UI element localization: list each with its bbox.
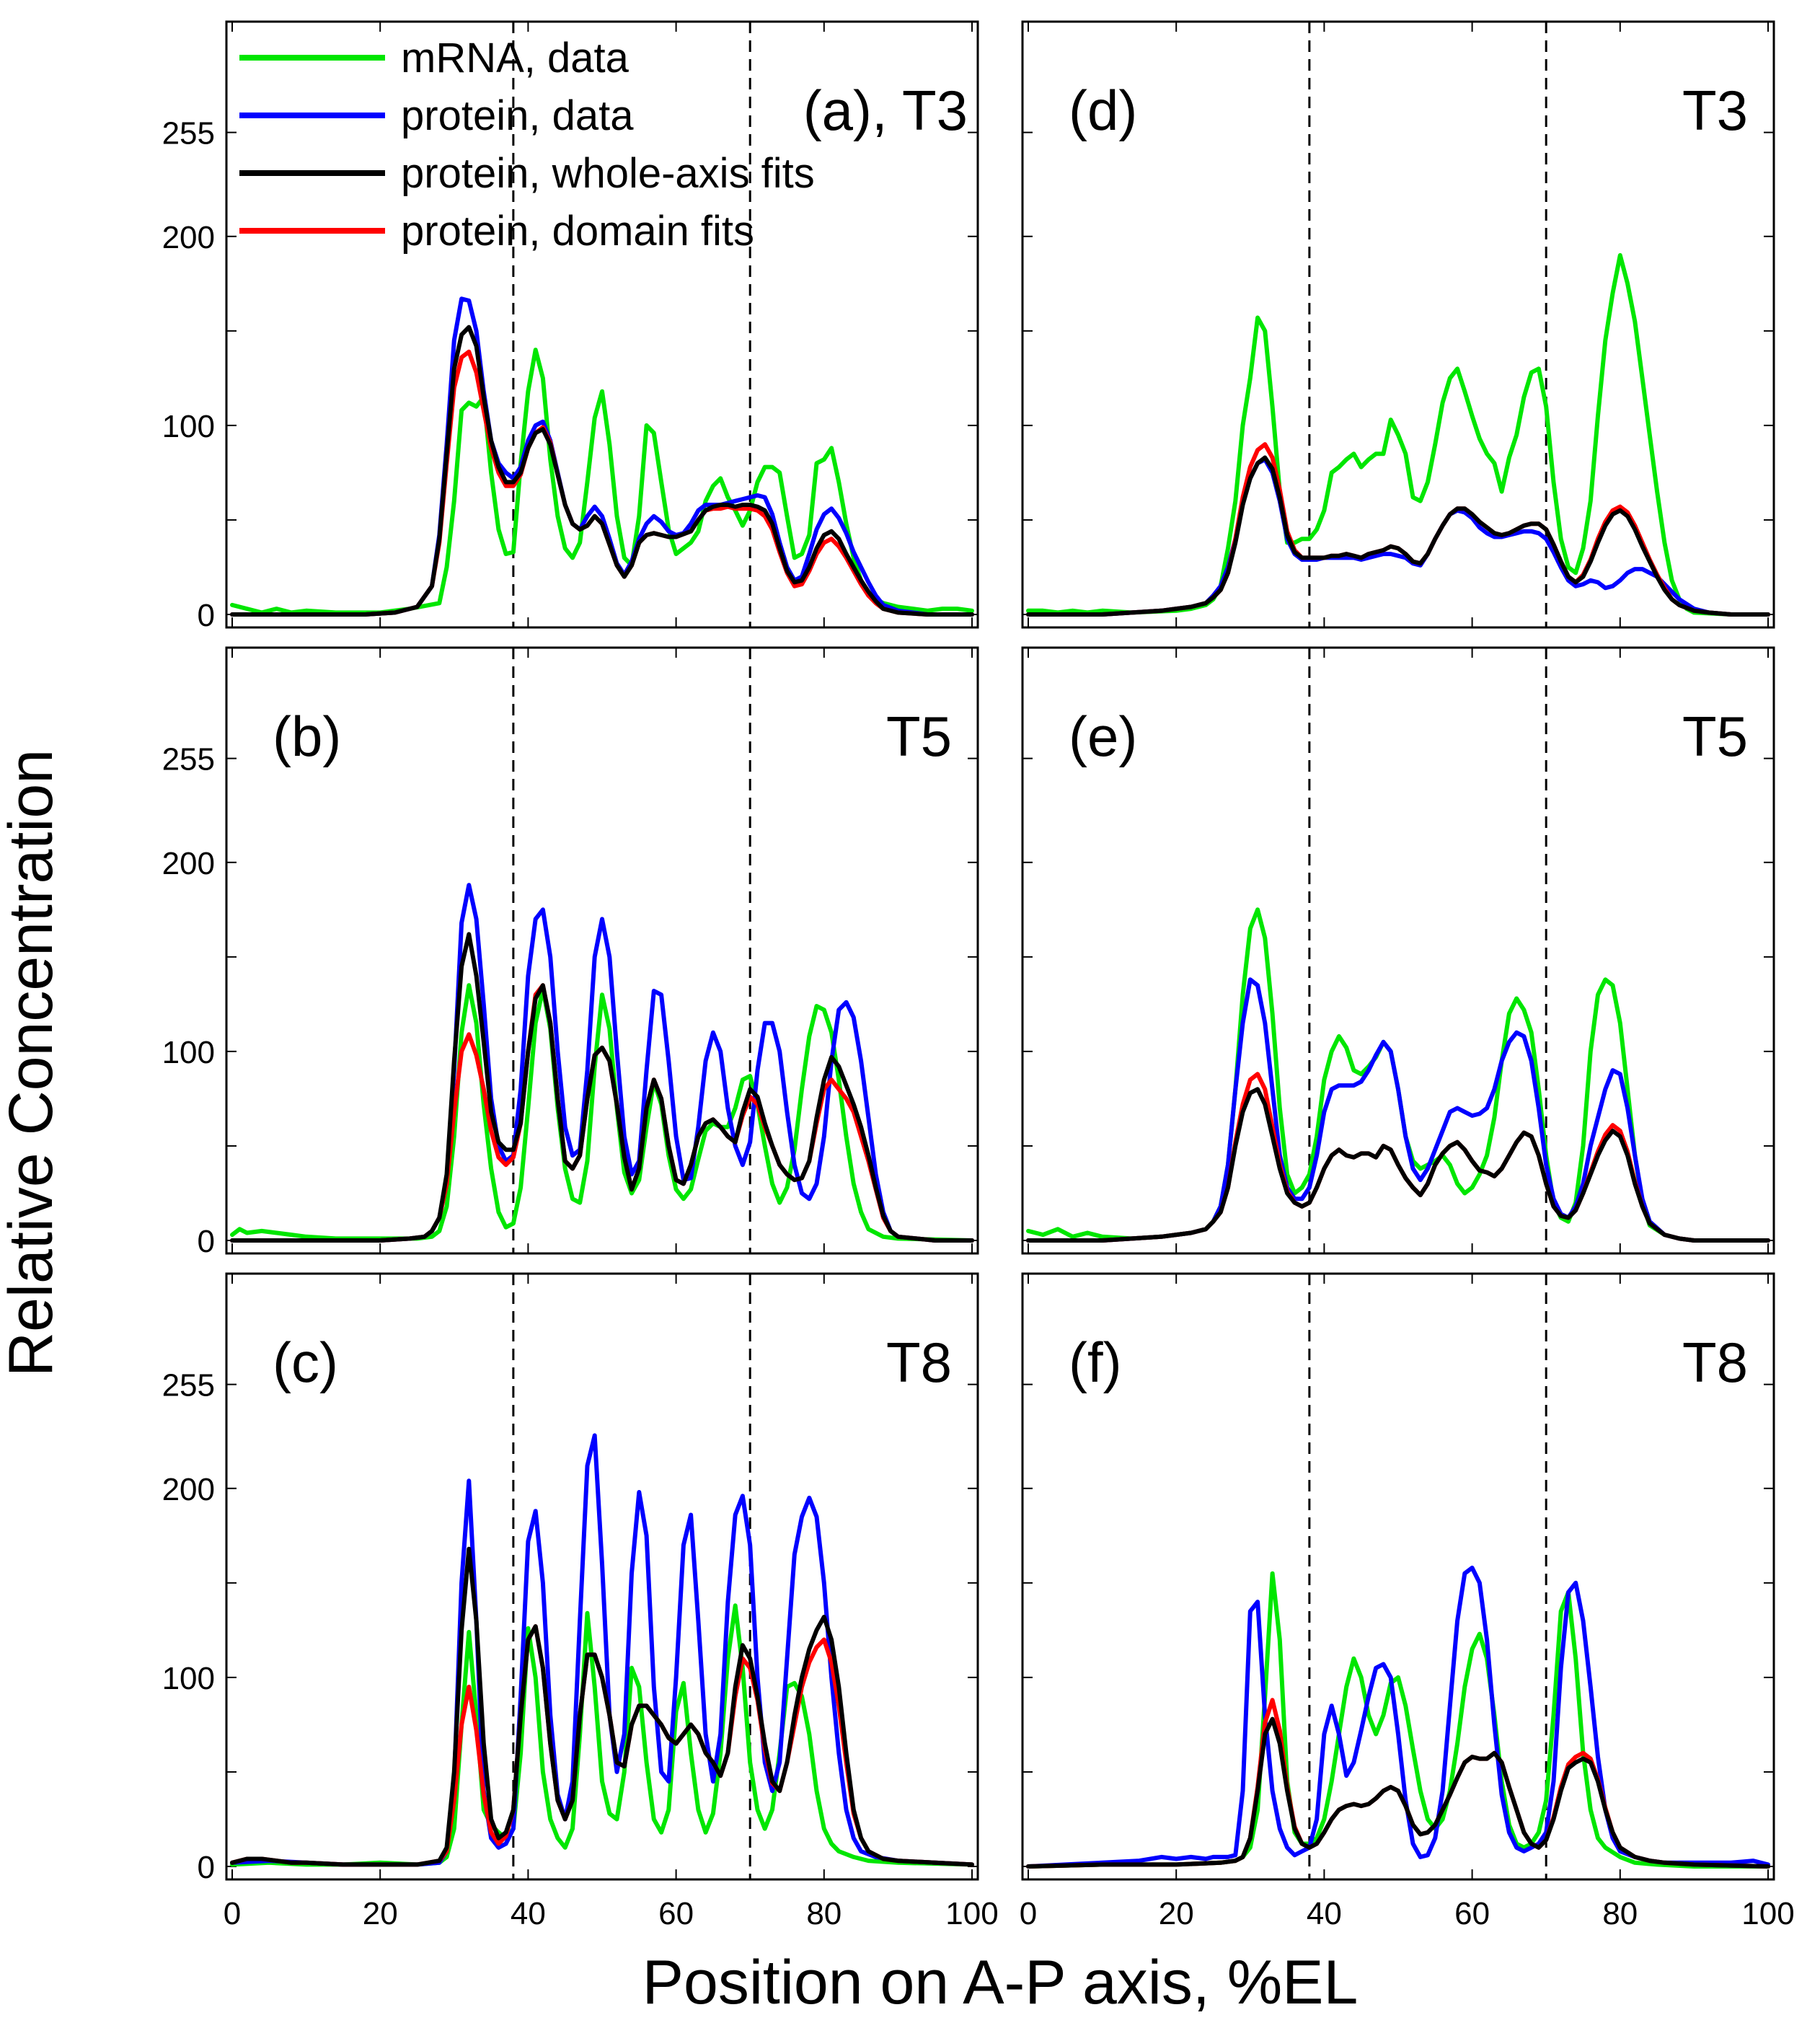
y-tick-label: 0 [198,598,215,633]
x-tick-label: 100 [1741,1896,1794,1931]
time-label: T5 [886,705,952,768]
panel-frame [1021,646,1775,1255]
panel-frame [225,1272,979,1881]
panel-d: (d) T3 [1021,20,1775,629]
y-tick-label: 200 [162,1472,215,1507]
x-tick-label: 20 [1159,1896,1194,1931]
x-tick-label: 80 [1602,1896,1638,1931]
panel-b: 0 100 200 255 (b) T5 [162,646,979,1259]
panel-label: (a), T3 [803,79,968,142]
y-tick-label: 0 [198,1850,215,1885]
time-label: T5 [1682,705,1748,768]
y-tick-label: 100 [162,1035,215,1070]
panel-label: (e) [1069,705,1137,768]
panel-label: (b) [273,705,341,768]
x-tick-label: 80 [806,1896,841,1931]
series-line-mrna-data [1026,1571,1770,1869]
x-tick-label: 40 [511,1896,546,1931]
panel-label: (c) [273,1331,338,1394]
y-tick-label: 100 [162,1661,215,1696]
y-tick-label: 100 [162,409,215,444]
panel-a: 0 100 200 255 (a), T3 [162,20,979,633]
y-axis-title: Relative Concentration [0,749,66,1377]
legend-label: protein, data [401,92,634,139]
legend-label: protein, domain fits [401,208,754,255]
y-tick-label: 200 [162,846,215,881]
panel-c: 0 100 200 255 0 20 40 60 80 100 (c) T8 [162,1272,999,1931]
series-line-protein-data [230,883,974,1243]
panel-f: 0 20 40 60 80 100 (f) T8 [1020,1272,1795,1931]
y-tick-label: 200 [162,220,215,255]
series-line-mrna-data [1026,253,1770,617]
series-line-protein-whole-axis-fits [230,1546,974,1867]
panel-label: (d) [1069,79,1137,142]
legend: mRNA, data protein, data protein, whole-ax… [239,35,815,255]
series-line-protein-whole-axis-fits [230,325,974,617]
series-line-protein-whole-axis-fits [1026,455,1770,617]
series-line-mrna-data [230,1603,974,1867]
panel-frame [225,20,979,629]
y-tick-label: 255 [162,742,215,777]
legend-label: mRNA, data [401,35,630,81]
series-line-mrna-data [230,348,974,615]
y-tick-label: 255 [162,116,215,151]
time-label: T8 [886,1331,952,1394]
y-tick-label: 0 [198,1224,215,1259]
series-line-protein-whole-axis-fits [1026,1087,1770,1243]
x-tick-label: 60 [658,1896,694,1931]
panel-frame [1021,1272,1775,1881]
x-tick-label: 40 [1307,1896,1342,1931]
x-axis-title: Position on A-P axis, %EL [642,1948,1359,2017]
y-tick-label: 255 [162,1368,215,1403]
series-line-protein-whole-axis-fits [230,932,974,1243]
time-label: T3 [1682,79,1748,142]
legend-label: protein, whole-axis fits [401,150,815,197]
panel-frame [225,646,979,1255]
x-tick-label: 0 [224,1896,241,1931]
x-tick-label: 0 [1020,1896,1037,1931]
x-tick-label: 20 [363,1896,398,1931]
series-line-mrna-data [230,983,974,1243]
panel-label: (f) [1069,1331,1122,1394]
series-line-protein-data [1026,977,1770,1243]
panel-frame [1021,20,1775,629]
series-line-protein-data [1026,1565,1770,1869]
series-line-protein-whole-axis-fits [1026,1716,1770,1869]
time-label: T8 [1682,1331,1748,1394]
x-tick-label: 100 [945,1896,998,1931]
panel-e: (e) T5 [1021,646,1775,1255]
x-tick-label: 60 [1454,1896,1490,1931]
